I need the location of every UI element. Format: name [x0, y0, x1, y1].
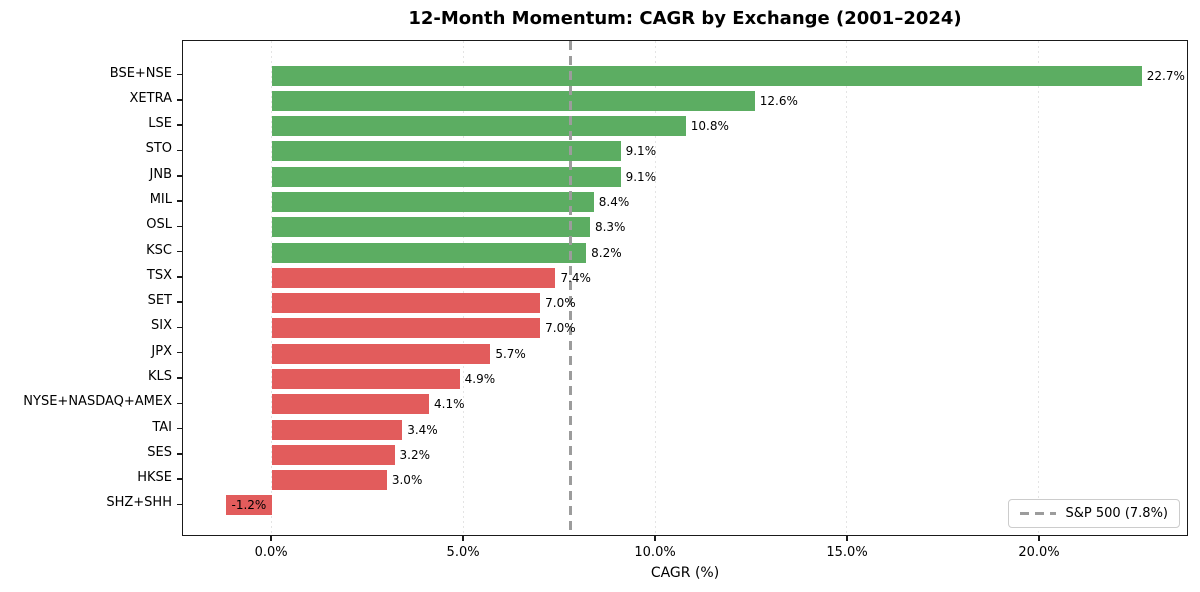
dashed-line-icon — [1019, 512, 1056, 515]
bar — [271, 368, 460, 389]
bar-value-label: 3.4% — [407, 422, 438, 437]
bar-value-label: 3.0% — [391, 473, 423, 488]
y-tick — [177, 124, 182, 126]
y-axis-label: TSX — [146, 267, 172, 283]
plot-area: 22.7% 12.6% 10.8% 9.1% 9.1% 8.4% 8.3% 8.2% 7.4% 7… — [182, 40, 1188, 536]
x-tick — [654, 536, 656, 541]
x-tick-label: 10.0% — [634, 545, 676, 560]
x-tick-label: 5.0% — [446, 545, 480, 560]
x-tick — [846, 536, 848, 541]
bar — [271, 419, 403, 440]
reference-line — [569, 41, 573, 535]
y-tick — [177, 73, 182, 76]
y-axis-label: STO — [145, 141, 172, 157]
bar-value-label: -1.2% — [231, 498, 267, 513]
y-axis-label: LSE — [148, 116, 172, 132]
bar — [225, 495, 272, 516]
x-tick — [462, 536, 464, 541]
y-tick — [177, 503, 182, 506]
y-tick — [177, 149, 182, 152]
bar-value-label: 4.9% — [464, 371, 496, 386]
bar — [271, 444, 395, 465]
bar — [271, 394, 429, 415]
x-tick — [1038, 536, 1040, 541]
bar-value-label: 3.2% — [399, 447, 431, 462]
y-tick — [177, 225, 182, 228]
bar-value-label: 10.8% — [690, 119, 729, 134]
bar — [271, 217, 590, 238]
bar-value-label: 8.4% — [598, 195, 630, 210]
bar-value-label: 12.6% — [759, 93, 798, 108]
y-axis-label: BSE+NSE — [109, 65, 172, 81]
y-axis-label: KSC — [146, 242, 172, 258]
y-axis-ticks — [177, 40, 182, 536]
y-tick — [177, 276, 182, 278]
x-axis-label: CAGR (%) — [650, 565, 720, 581]
chart-title: 12-Month Momentum: CAGR by Exchange (200… — [408, 8, 962, 29]
gridline — [846, 41, 848, 535]
bar — [271, 166, 621, 187]
legend: S&P 500 (7.8%) — [1007, 499, 1180, 528]
y-axis-label: SET — [147, 293, 172, 309]
gridline — [1037, 41, 1039, 535]
y-tick — [177, 99, 182, 101]
gridline — [654, 41, 656, 535]
bar — [271, 293, 541, 314]
y-tick — [177, 402, 182, 404]
y-axis-label: OSL — [146, 217, 172, 233]
bar-value-label: 5.7% — [495, 346, 526, 361]
y-axis-label: KLS — [147, 368, 172, 384]
bar-value-label: 7.0% — [545, 321, 576, 336]
bar — [271, 192, 594, 213]
bar-value-label: 4.1% — [434, 397, 465, 412]
y-tick — [177, 200, 182, 202]
bar — [271, 343, 491, 364]
y-tick — [177, 427, 182, 430]
y-axis-label: SHZ+SHH — [106, 495, 172, 511]
y-tick — [177, 301, 182, 303]
bar-value-label: 8.2% — [591, 245, 622, 260]
bar-value-label: 9.1% — [625, 169, 657, 184]
x-tick — [270, 536, 272, 541]
y-tick — [177, 250, 182, 253]
y-tick — [177, 377, 182, 379]
bar-value-label: 7.4% — [560, 270, 591, 285]
y-tick — [177, 351, 182, 354]
y-axis-label: XETRA — [129, 90, 172, 106]
bar-value-label: 9.1% — [625, 144, 657, 159]
y-axis-label: NYSE+NASDAQ+AMEX — [23, 394, 172, 410]
bar — [271, 141, 621, 162]
bar — [271, 267, 556, 288]
bar — [271, 242, 587, 263]
legend-label: S&P 500 (7.8%) — [1065, 506, 1168, 521]
y-axis-label: HKSE — [137, 470, 172, 486]
gridline — [271, 41, 273, 535]
y-axis-labels: BSE+NSE XETRA LSE STO JNB MIL OSL KSC TSX SET SIX J… — [0, 40, 172, 536]
bar — [271, 90, 755, 111]
bar — [271, 470, 387, 491]
y-axis-label: TAI — [152, 419, 172, 435]
y-tick — [177, 453, 182, 455]
x-tick-label: 20.0% — [1018, 545, 1060, 560]
gridline — [463, 41, 464, 535]
bar — [271, 65, 1142, 86]
y-axis-label: MIL — [149, 192, 172, 208]
y-tick — [177, 326, 182, 329]
y-axis-label: SIX — [151, 318, 172, 334]
bar-value-label: 22.7% — [1146, 68, 1185, 83]
bar-value-label: 8.3% — [594, 220, 626, 235]
y-axis-label: SES — [147, 444, 172, 460]
y-tick — [177, 175, 182, 177]
x-tick-label: 15.0% — [826, 545, 868, 560]
y-axis-label: JNB — [149, 166, 172, 182]
bar — [271, 116, 686, 137]
y-axis-label: JPX — [151, 343, 172, 359]
y-tick — [177, 478, 182, 480]
bar — [271, 318, 541, 339]
bar-value-label: 7.0% — [545, 296, 576, 311]
x-tick-label: 0.0% — [254, 545, 288, 560]
